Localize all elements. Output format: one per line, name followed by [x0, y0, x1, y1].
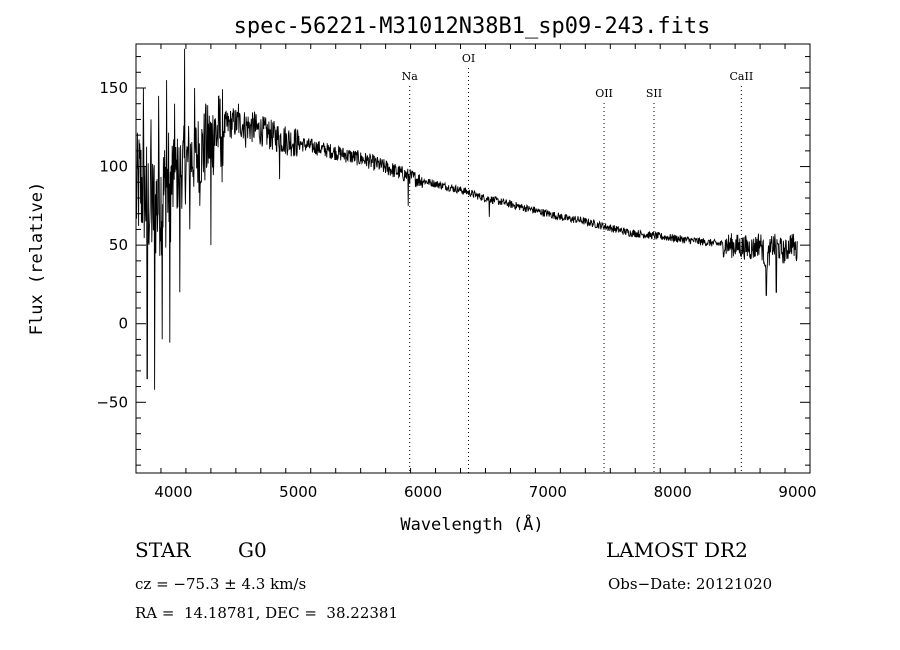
y-axis-label: Flux (relative)	[27, 182, 47, 336]
y-tick-label: 100	[99, 158, 128, 176]
line-label-oii: OII	[595, 87, 613, 100]
survey-name: LAMOST DR2	[606, 538, 748, 562]
y-tick-label: 0	[118, 315, 128, 333]
x-tick-label: 9000	[778, 483, 816, 501]
object-class: STAR	[135, 538, 191, 562]
line-label-sii: SII	[646, 87, 662, 100]
object-subclass: G0	[238, 538, 267, 562]
line-label-caii: CaII	[730, 70, 754, 83]
y-tick-label: −50	[96, 393, 128, 411]
line-label-na: Na	[402, 70, 419, 83]
y-tick-label: 150	[99, 79, 128, 97]
x-axis-label: Wavelength (Å)	[400, 513, 543, 535]
chart-title: spec-56221-M31012N38B1_sp09-243.fits	[234, 14, 711, 39]
plot-frame	[135, 43, 811, 474]
x-tick-label: 5000	[279, 483, 317, 501]
x-tick-label: 4000	[154, 483, 192, 501]
observation-date: Obs−Date: 20121020	[608, 575, 773, 593]
line-label-oi: OI	[462, 52, 475, 65]
spectrum-line	[135, 48, 798, 390]
x-tick-label: 8000	[654, 483, 692, 501]
coordinates: RA = 14.18781, DEC = 38.22381	[135, 604, 399, 622]
x-tick-label: 6000	[404, 483, 442, 501]
redshift-velocity: cz = −75.3 ± 4.3 km/s	[135, 575, 307, 593]
y-tick-label: 50	[109, 236, 128, 254]
x-tick-label: 7000	[529, 483, 567, 501]
